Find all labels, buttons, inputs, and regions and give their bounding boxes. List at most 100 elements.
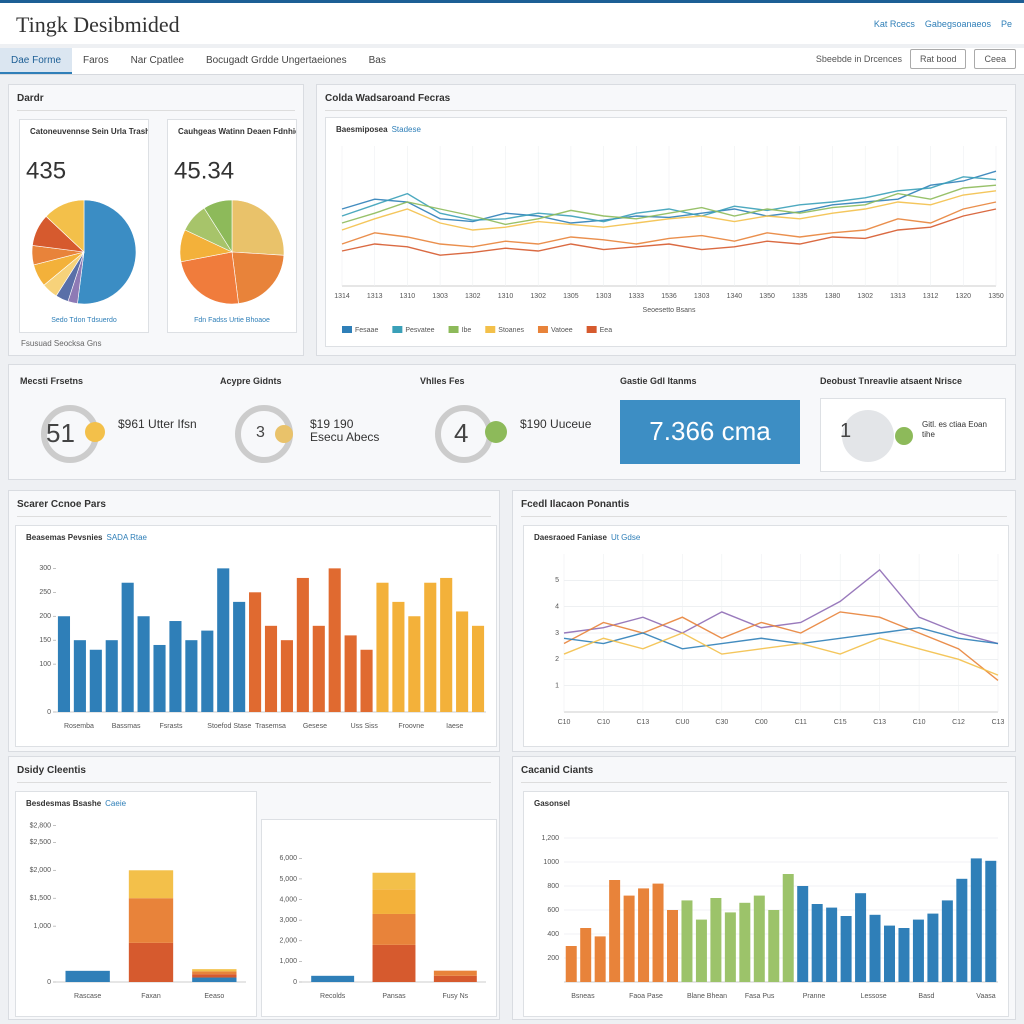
bar-segment [372,944,416,982]
line-series [341,176,997,223]
bar [456,611,469,712]
bar [884,925,895,982]
line-series [563,568,999,645]
legend-label: Pesvatee [405,327,434,334]
bar-segment [192,977,237,982]
bar [565,946,577,982]
pie-legend: Sedo Tdon Tdsuerdo [51,317,117,324]
footnote: Fsusuad Seocksa Gns [21,339,102,348]
y-tick-label: 200 [547,955,559,962]
x-tick-label: Eeaso [204,993,224,1000]
bar [927,913,939,982]
bar [753,895,765,982]
bar [811,904,823,982]
pie-value: 45.34 [174,157,234,184]
bar [296,577,309,712]
kpi-value: 1 [840,420,852,442]
bar [623,895,635,982]
tab[interactable]: Nar Cpatlee [130,55,184,66]
bar [609,880,621,982]
bar [201,630,214,712]
chart-title: Gasonsel [534,799,570,808]
chart-title: Baesmiposea [336,125,388,134]
tab[interactable]: Bocugadt Grdde Ungertaeiones [205,55,347,66]
panel-title: Scarer Ccnoe Pars [17,499,491,517]
x-tick-label: C13 [873,719,886,726]
pie-slice [77,199,137,305]
bar [424,582,437,712]
bar [667,910,678,982]
x-tick-label: 1536 [661,293,677,300]
y-tick-label: $1,500 [30,895,52,902]
bar [797,886,809,982]
kpi-value: 51 [46,418,75,448]
header-link[interactable]: Gabegsoanaeos [924,19,991,29]
bar [869,914,881,982]
card: Baesmiposea Stadese 1314 1313 1310 1303 1302 13… [325,117,1007,347]
bar-segment [128,898,174,943]
legend-label: Vatoee [551,327,573,334]
pie-legend: Fdn Fadss Urtie Bhoaoe [194,317,270,324]
tab[interactable]: Bas [368,55,386,66]
x-tick-label: 1350 [759,293,775,300]
x-tick-label: 1340 [727,293,743,300]
x-tick-label: Rascase [74,993,101,1000]
legend-swatch [485,326,496,333]
x-tick-label: 1302 [465,293,481,300]
y-tick-label: 5,000 [279,876,297,883]
bar-segment [372,872,416,890]
panel-title: Dardr [17,93,295,111]
kpi-label: $190 Uuceue [520,417,592,431]
kpi-label: $961 Utter Ifsn [118,417,197,431]
bar [898,928,910,982]
bar [280,640,293,712]
bar [328,568,341,712]
x-tick-label: 1302 [857,293,873,300]
panel-title: Fcedl Ilacaon Ponantis [521,499,1007,517]
bar [57,616,71,712]
header-link[interactable]: Pe [1000,19,1012,29]
bar [264,625,278,712]
y-tick-label: 4 [555,604,559,611]
bar-segment [192,971,237,975]
bar-segment [311,975,355,982]
kpi-ring [435,405,507,463]
x-tick-label: Faoa Pase [629,993,663,1000]
kpi-title: Gastie Gdl Itanms [620,376,697,386]
kpi-title: Acypre Gidnts [220,376,282,386]
bar [169,621,182,712]
bar-segment [372,913,416,945]
x-tick-label: 1312 [923,293,939,300]
bar [312,625,325,712]
bar-chart: Beasemas Pevsnies SADA Rtae 0 100 150 200 250 3… [26,533,486,730]
bar-segment [128,870,174,899]
x-tick-label: Fasa Pus [745,993,775,1000]
kpi-highlight: 7.366 cma [620,400,800,464]
button[interactable]: Ceea [974,49,1016,69]
x-tick-label: C30 [715,719,728,726]
line-chart: Daesraoed Faniase Ut Gdse 1 2 3 4 5 C10 C10 C13 CU… [534,533,1005,726]
bar [594,936,606,982]
y-tick-label: $2,500 [30,839,52,846]
button[interactable]: Rat bood [909,49,967,69]
toolbar-label: Sbeebde in Drcences [815,54,902,64]
x-tick-label: 1303 [596,293,612,300]
legend-swatch [586,326,597,333]
tab[interactable]: Dae Forme [0,48,73,74]
y-tick-label: 5 [555,577,559,584]
x-tick-label: 1313 [367,293,383,300]
tab[interactable]: Faros [83,55,109,66]
kpi-ring [41,405,105,463]
x-tick-label: Rosemba [64,723,94,730]
pie-value: 435 [26,157,66,184]
y-tick-label: 1,000 [279,958,297,965]
header-link[interactable]: Kat Rcecs [873,19,915,29]
x-tick-label: Pansas [382,993,406,1000]
x-tick-label: Blane Bhean [687,993,727,1000]
chart-subtitle: Caeie [105,799,126,808]
bar [440,577,453,712]
x-tick-label: 1303 [694,293,710,300]
y-tick-label: 250 [39,589,51,596]
card: Cauhgeas Watinn Deaen Fdnhiee 45.34 Fdn Fa… [167,119,304,333]
